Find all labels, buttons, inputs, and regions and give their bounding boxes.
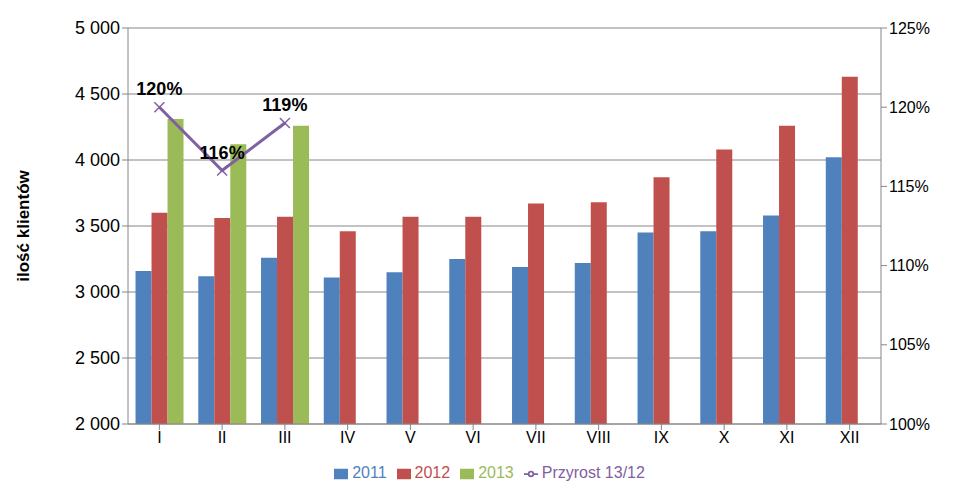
svg-text:4 000: 4 000: [75, 150, 120, 170]
svg-text:116%: 116%: [200, 143, 245, 163]
svg-text:120%: 120%: [136, 79, 182, 99]
svg-text:2 500: 2 500: [75, 348, 120, 368]
svg-text:ilość klientów: ilość klientów: [14, 169, 33, 281]
svg-text:3 500: 3 500: [75, 216, 120, 236]
svg-text:125%: 125%: [889, 20, 930, 37]
svg-text:XI: XI: [779, 429, 794, 446]
svg-text:XII: XII: [840, 429, 860, 446]
svg-text:119%: 119%: [262, 95, 307, 115]
svg-text:VII: VII: [526, 429, 546, 446]
svg-text:VI: VI: [466, 429, 481, 446]
svg-text:2 000: 2 000: [75, 414, 120, 434]
svg-text:100%: 100%: [889, 416, 930, 433]
svg-text:VIII: VIII: [587, 429, 611, 446]
html-text:Przyrost 13/12: Przyrost 13/12: [541, 464, 645, 481]
svg-text:4 500: 4 500: [75, 84, 120, 104]
svg-text:105%: 105%: [889, 336, 930, 353]
html-text:2011: 2011: [352, 464, 387, 481]
svg-text:III: III: [278, 429, 291, 446]
svg-text:IX: IX: [654, 429, 669, 446]
svg-text:115%: 115%: [889, 178, 929, 195]
html-text:2013: 2013: [478, 464, 514, 481]
svg-text:I: I: [157, 429, 161, 446]
svg-text:5 000: 5 000: [75, 18, 120, 38]
svg-text:II: II: [218, 429, 227, 446]
svg-text:120%: 120%: [889, 99, 930, 116]
svg-text:110%: 110%: [889, 257, 929, 274]
svg-text:V: V: [405, 429, 416, 446]
svg-text:IV: IV: [340, 429, 355, 446]
html-text:2012: 2012: [414, 464, 451, 481]
svg-text:3 000: 3 000: [75, 282, 120, 302]
svg-text:X: X: [719, 429, 730, 446]
